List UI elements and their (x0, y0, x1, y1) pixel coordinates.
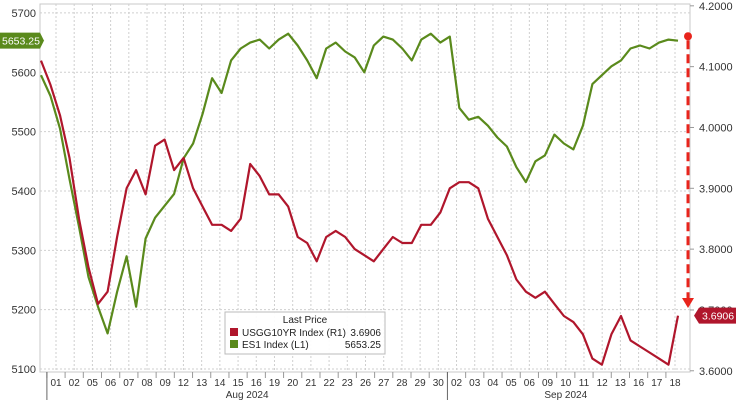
right-last-value-text: 3.6906 (702, 311, 734, 323)
left-tick-label: 5600 (12, 67, 36, 79)
x-tick-label: 06 (524, 378, 536, 389)
legend-value: 5653.25 (345, 340, 382, 351)
series-line (39, 32, 679, 335)
legend-value: 3.6906 (350, 328, 381, 339)
x-tick-label: 02 (451, 378, 463, 389)
left-axis: 5100 5200 5300 5400 5500 5600 5700 (12, 8, 36, 376)
legend-swatch (230, 328, 238, 336)
x-tick-label: 01 (50, 378, 62, 389)
x-axis: 01 02 05 06 07 08 09 12 13 14 15 16 19 20 21 22 23 26 27 28… (46, 372, 681, 400)
x-tick-label: 08 (141, 378, 153, 389)
x-tick-label: 13 (196, 378, 208, 389)
x-tick-label: 12 (597, 378, 609, 389)
x-tick-label: 27 (378, 378, 390, 389)
x-tick-label: 09 (160, 378, 172, 389)
x-tick-label: 16 (251, 378, 263, 389)
right-last-value-tag (694, 307, 736, 324)
x-tick-label: 06 (105, 378, 117, 389)
x-tick-label: 22 (324, 378, 336, 389)
month-label: Sep 2024 (544, 390, 587, 400)
annotation-layer (682, 32, 694, 308)
x-tick-label: 21 (305, 378, 317, 389)
x-tick-label: 09 (542, 378, 554, 389)
right-tick-label: 3.8000 (699, 244, 733, 256)
x-tick-label: 23 (342, 378, 354, 389)
series-layer (39, 32, 680, 366)
left-tick-label: 5100 (12, 364, 36, 376)
x-tick-label: 04 (487, 378, 499, 389)
x-tick-label: 03 (469, 378, 481, 389)
left-tick-label: 5500 (12, 127, 36, 139)
x-tick-label: 28 (396, 378, 408, 389)
x-tick-label: 11 (579, 378, 590, 389)
month-label: Aug 2024 (226, 390, 269, 400)
x-tick-label: 02 (69, 378, 81, 389)
x-tick-label: 12 (178, 378, 190, 389)
tags-layer: 5653.25 3.6906 (0, 32, 736, 324)
x-tick-label: 16 (633, 378, 645, 389)
legend-label: ES1 Index (L1) (242, 340, 309, 351)
x-tick-label: 17 (651, 378, 663, 389)
right-tick-label: 3.9000 (699, 183, 733, 195)
left-last-value-text: 5653.25 (2, 36, 40, 48)
left-tick-label: 5400 (12, 186, 36, 198)
right-tick-label: 4.0000 (699, 122, 733, 134)
x-tick-label: 29 (415, 378, 427, 389)
right-tick-label: 4.2000 (699, 1, 733, 13)
right-tick-label: 3.6000 (699, 366, 733, 378)
arrow-head (682, 297, 694, 308)
x-tick-label: 13 (615, 378, 627, 389)
grid (39, 3, 691, 373)
right-tick-label: 4.1000 (699, 62, 733, 74)
arrow-start-dot (684, 32, 692, 41)
x-tick-label: 26 (360, 378, 372, 389)
left-tick-label: 5700 (12, 8, 36, 20)
x-tick-label: 07 (123, 378, 135, 389)
legend-title: Last Price (283, 315, 328, 326)
x-tick-label: 10 (560, 378, 572, 389)
series-line (39, 60, 680, 366)
left-tick-label: 5200 (12, 305, 36, 317)
x-tick-label: 15 (232, 378, 244, 389)
legend: Last Price USGG10YR Index (R1) 3.6906 ES1 I… (224, 311, 386, 355)
x-tick-label: 20 (287, 378, 299, 389)
x-tick-label: 14 (214, 378, 226, 389)
legend-label: USGG10YR Index (R1) (242, 328, 346, 339)
x-tick-label: 18 (669, 378, 681, 389)
x-tick-label: 05 (506, 378, 518, 389)
x-tick-label: 05 (87, 378, 99, 389)
left-last-value-tag (0, 32, 44, 49)
legend-box (224, 311, 386, 355)
x-tick-label: 19 (269, 378, 281, 389)
x-tick-label: 30 (433, 378, 445, 389)
left-tick-label: 5300 (12, 245, 36, 257)
legend-swatch (230, 340, 238, 348)
